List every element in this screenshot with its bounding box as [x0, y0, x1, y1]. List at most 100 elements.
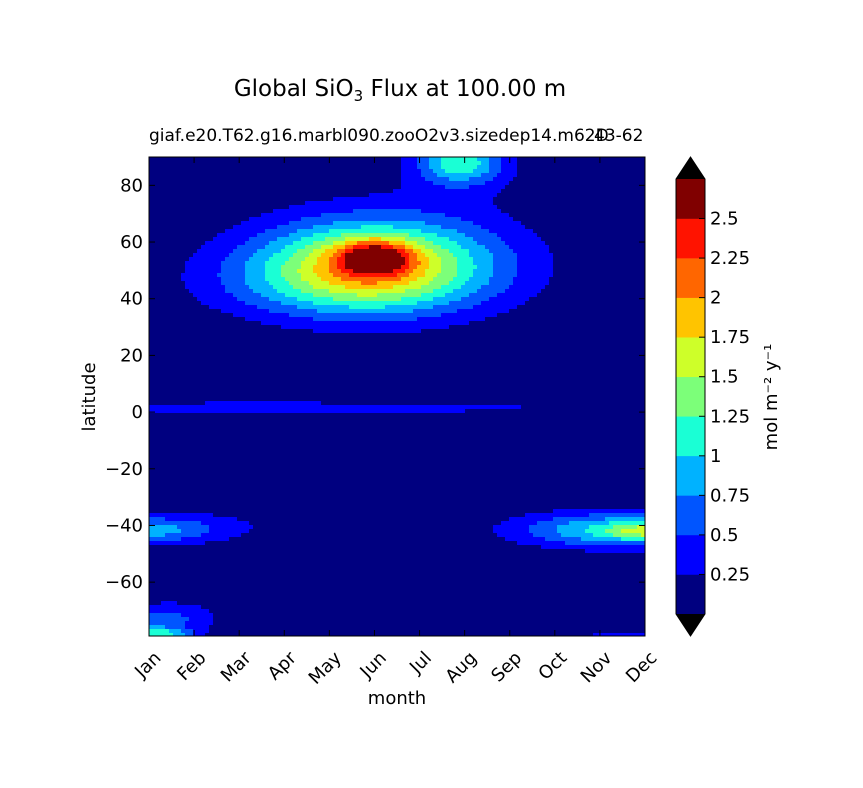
heatmap-cell: [417, 273, 422, 278]
heatmap-cell: [337, 253, 342, 258]
heatmap-cell: [185, 277, 190, 282]
heatmap-cell: [181, 201, 186, 206]
heatmap-cell: [365, 201, 370, 206]
heatmap-cell: [377, 241, 382, 246]
heatmap-cell: [409, 241, 414, 246]
heatmap-cell: [285, 241, 290, 246]
heatmap-cell: [345, 277, 350, 282]
heatmap-cell: [637, 181, 642, 186]
heatmap-cell: [605, 201, 610, 206]
heatmap-cell: [569, 273, 574, 278]
heatmap-cell: [405, 249, 410, 254]
heatmap-cell: [517, 169, 522, 174]
heatmap-cell: [405, 233, 410, 238]
heatmap-cell: [593, 229, 598, 234]
heatmap-cell: [285, 181, 290, 186]
heatmap-cell: [289, 173, 294, 178]
heatmap-cell: [285, 297, 290, 302]
heatmap-cell: [281, 261, 286, 266]
heatmap-cell: [249, 293, 254, 298]
heatmap-cell: [605, 253, 610, 258]
heatmap-cell: [401, 237, 406, 242]
heatmap-cell: [293, 273, 298, 278]
heatmap-cell: [517, 265, 522, 270]
heatmap-cell: [189, 253, 194, 258]
heatmap-cell: [193, 201, 198, 206]
heatmap-cell: [429, 237, 434, 242]
heatmap-cell: [417, 309, 422, 314]
heatmap-cell: [453, 273, 458, 278]
heatmap-cell: [569, 301, 574, 306]
heatmap-cell: [277, 201, 282, 206]
heatmap-cell: [245, 305, 250, 310]
heatmap-cell: [621, 225, 626, 230]
heatmap-cell: [225, 305, 230, 310]
heatmap-cell: [277, 233, 282, 238]
heatmap-cell: [313, 265, 318, 270]
heatmap-cell: [521, 253, 526, 258]
heatmap-cell: [433, 209, 438, 214]
heatmap-cell: [613, 217, 618, 222]
heatmap-cell: [485, 201, 490, 206]
heatmap-cell: [493, 185, 498, 190]
heatmap-cell: [177, 161, 182, 166]
heatmap-cell: [569, 249, 574, 254]
heatmap-cell: [313, 221, 318, 226]
heatmap-cell: [573, 221, 578, 226]
heatmap-cell: [261, 173, 266, 178]
heatmap-cell: [289, 233, 294, 238]
heatmap-cell: [205, 157, 210, 162]
heatmap-cell: [553, 269, 558, 274]
heatmap-cell: [621, 273, 626, 278]
heatmap-cell: [345, 285, 350, 290]
heatmap-cell: [433, 193, 438, 198]
heatmap-cell: [437, 237, 442, 242]
heatmap-cell: [441, 297, 446, 302]
heatmap-cell: [489, 221, 494, 226]
heatmap-cell: [369, 285, 374, 290]
heatmap-cell: [365, 293, 370, 298]
heatmap-cell: [577, 285, 582, 290]
heatmap-cell: [153, 229, 158, 234]
heatmap-cell: [233, 257, 238, 262]
heatmap-cell: [209, 249, 214, 254]
heatmap-cell: [369, 157, 374, 162]
heatmap-cell: [641, 309, 645, 314]
heatmap-cell: [313, 205, 318, 210]
heatmap-cell: [213, 225, 218, 230]
heatmap-cell: [281, 253, 286, 258]
heatmap-cell: [209, 225, 214, 230]
heatmap-cell: [465, 249, 470, 254]
heatmap-cell: [201, 281, 206, 286]
heatmap-cell: [441, 249, 446, 254]
heatmap-cell: [245, 169, 250, 174]
heatmap-cell: [497, 245, 502, 250]
heatmap-cell: [465, 209, 470, 214]
heatmap-cell: [573, 249, 578, 254]
heatmap-cell: [181, 161, 186, 166]
heatmap-cell: [153, 261, 158, 266]
heatmap-cell: [609, 285, 614, 290]
heatmap-cell: [533, 157, 538, 162]
heatmap-cell: [393, 201, 398, 206]
heatmap-cell: [369, 237, 374, 242]
heatmap-cell: [389, 277, 394, 282]
heatmap-cell: [229, 249, 234, 254]
heatmap-cell: [173, 301, 178, 306]
heatmap-cell: [421, 249, 426, 254]
heatmap-cell: [165, 261, 170, 266]
heatmap-cell: [593, 309, 598, 314]
heatmap-cell: [605, 205, 610, 210]
heatmap-cell: [289, 301, 294, 306]
heatmap-cell: [445, 293, 450, 298]
heatmap-cell: [565, 281, 570, 286]
heatmap-cell: [369, 293, 374, 298]
heatmap-cell: [509, 277, 514, 282]
heatmap-cell: [385, 197, 390, 202]
heatmap-cell: [505, 285, 510, 290]
heatmap-cell: [321, 193, 326, 198]
heatmap-cell: [301, 305, 306, 310]
heatmap-cell: [509, 237, 514, 242]
heatmap-cell: [333, 157, 338, 162]
heatmap-cell: [269, 257, 274, 262]
